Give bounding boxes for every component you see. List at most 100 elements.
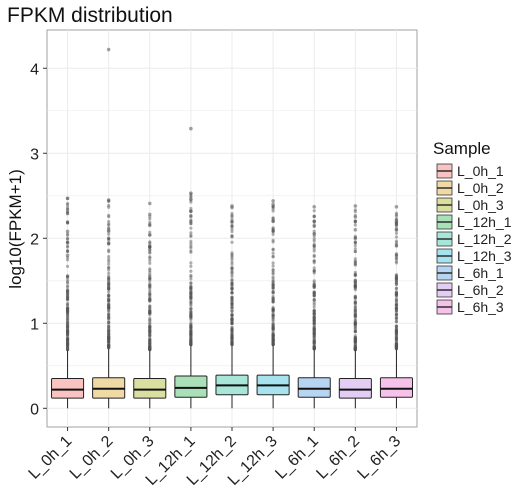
outlier-point — [394, 275, 399, 279]
outlier-point — [312, 325, 316, 329]
box-series — [51, 47, 413, 409]
outlier-point — [271, 337, 275, 342]
outlier-point — [189, 290, 193, 295]
outlier-point — [394, 330, 399, 334]
outlier-point — [312, 249, 316, 253]
outlier-point — [271, 334, 275, 338]
outlier-point — [353, 348, 357, 352]
outlier-point — [230, 331, 234, 336]
outlier-point — [271, 296, 275, 300]
outlier-point — [353, 284, 357, 289]
outlier-point — [148, 272, 152, 277]
outlier-point — [312, 326, 316, 330]
outlier-point — [271, 339, 275, 344]
outlier-point — [189, 293, 193, 297]
outlier-point — [189, 314, 193, 318]
outlier-point — [353, 340, 357, 344]
outlier-point — [353, 336, 357, 340]
outlier-point — [189, 328, 193, 332]
outlier-point — [271, 315, 275, 320]
outlier-point — [148, 334, 152, 338]
outlier-point — [65, 324, 70, 328]
outlier-point — [230, 280, 234, 285]
outlier-point — [148, 250, 152, 254]
outlier-point — [148, 240, 152, 244]
outlier-point — [353, 336, 357, 340]
outlier-point — [353, 320, 357, 324]
outlier-point — [65, 329, 70, 333]
outlier-point — [312, 247, 316, 251]
outlier-point — [394, 339, 399, 343]
outlier-point — [65, 249, 70, 254]
outlier-point — [353, 296, 357, 300]
outlier-point — [230, 342, 234, 347]
outlier-point — [107, 337, 111, 341]
outlier-point — [394, 330, 399, 334]
outlier-point — [353, 329, 357, 333]
outlier-point — [107, 301, 111, 305]
outlier-point — [65, 307, 70, 311]
outlier-point — [65, 323, 70, 327]
outlier-point — [189, 332, 193, 336]
outlier-point — [107, 298, 111, 302]
outlier-point — [148, 299, 152, 303]
outlier-point — [107, 248, 111, 252]
outlier-point — [312, 317, 316, 322]
outlier-point — [271, 267, 275, 272]
outlier-point — [189, 315, 193, 319]
outlier-point — [353, 334, 357, 338]
outlier-point — [65, 337, 70, 342]
outlier-point — [394, 346, 399, 351]
outlier-point — [230, 227, 234, 231]
outlier-point — [230, 312, 234, 317]
legend-label: L_6h_3 — [457, 299, 504, 315]
y-tick-label: 1 — [30, 316, 39, 333]
outlier-point — [312, 327, 316, 332]
outlier-point — [148, 342, 152, 347]
outlier-point — [189, 295, 193, 299]
outlier-point — [230, 297, 234, 301]
outlier-point — [189, 294, 193, 298]
outlier-point — [271, 248, 275, 252]
outlier-point — [312, 345, 316, 349]
outlier-point — [353, 343, 357, 347]
outlier-point — [312, 334, 316, 339]
outlier-point — [312, 214, 316, 218]
outlier-point — [271, 333, 275, 337]
outlier-point — [230, 278, 234, 282]
x-tick-label: L_0h_1 — [26, 433, 76, 483]
outlier-point — [107, 323, 111, 327]
outlier-point — [353, 321, 357, 325]
outlier-point — [353, 247, 357, 251]
outlier-point — [230, 205, 234, 210]
outlier-point — [353, 311, 357, 315]
legend-label: L_12h_3 — [457, 248, 512, 264]
outlier-point — [65, 331, 70, 335]
outlier-point — [107, 332, 111, 336]
outlier-point — [394, 328, 399, 332]
outlier-point — [189, 339, 193, 343]
outlier-point — [312, 294, 316, 298]
outlier-point — [107, 309, 111, 314]
outlier-point — [353, 340, 357, 345]
outlier-point — [107, 327, 111, 331]
outlier-point — [271, 341, 275, 346]
outlier-point — [189, 342, 193, 346]
outlier-point — [353, 283, 357, 287]
legend-item-L_12h_1: L_12h_1 — [436, 214, 512, 230]
outlier-point — [353, 279, 357, 283]
outlier-point — [107, 320, 111, 325]
outlier-point — [230, 270, 234, 274]
x-tick-label: L_6h_3 — [354, 433, 404, 483]
outlier-point — [353, 344, 357, 348]
outlier-point — [65, 341, 70, 345]
outlier-point — [189, 339, 193, 343]
outlier-point — [148, 341, 152, 345]
outlier-point — [148, 337, 152, 341]
outlier-point — [230, 214, 234, 218]
outlier-point — [148, 346, 152, 350]
outlier-point — [230, 318, 234, 322]
outlier-point — [148, 276, 152, 281]
outlier-point — [230, 313, 234, 317]
outlier-point — [189, 313, 193, 317]
